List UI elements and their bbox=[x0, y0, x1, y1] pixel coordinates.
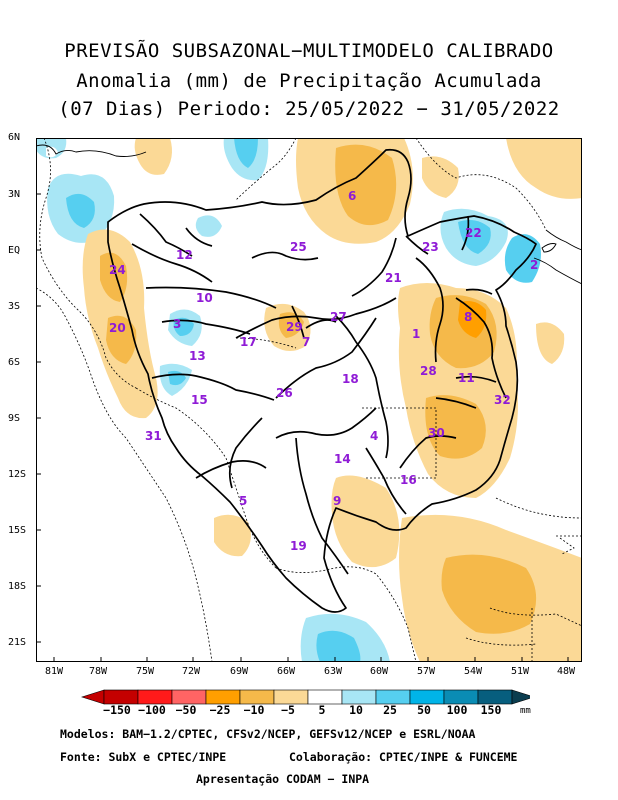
lat-label: EQ bbox=[8, 245, 21, 256]
lat-label: 18S bbox=[8, 581, 27, 592]
lat-label: 9S bbox=[8, 413, 21, 424]
colorbar-label: −100 bbox=[138, 703, 166, 717]
colorbar-label: 10 bbox=[349, 703, 363, 717]
credits-collaboration: Colaboração: CPTEC/INPE & FUNCEME bbox=[289, 750, 518, 764]
basin-label: 21 bbox=[385, 271, 402, 285]
basin-label: 24 bbox=[109, 263, 126, 277]
axis-ticks bbox=[36, 138, 569, 662]
basin-label: 30 bbox=[428, 426, 445, 440]
lat-label: 15S bbox=[8, 525, 27, 536]
colorbar-cell bbox=[341, 689, 377, 705]
colorbar-label: 150 bbox=[480, 703, 502, 717]
colorbar-cell bbox=[137, 689, 173, 705]
credits-source: Fonte: SubX e CPTEC/INPE bbox=[60, 750, 227, 764]
basin-label: 14 bbox=[334, 452, 351, 466]
colorbar-cell bbox=[239, 689, 275, 705]
lon-label: 72W bbox=[181, 666, 201, 677]
basin-label: 12 bbox=[176, 248, 193, 262]
positive-anomaly-areas bbox=[36, 138, 541, 662]
colorbar-label: −150 bbox=[103, 703, 131, 717]
colorbar-label: −10 bbox=[243, 703, 265, 717]
basin-label: 23 bbox=[422, 240, 439, 254]
colorbar-unit: mm bbox=[520, 706, 531, 716]
basin-label: 10 bbox=[196, 291, 213, 305]
lon-label: 75W bbox=[135, 666, 155, 677]
colorbar-cell bbox=[205, 689, 241, 705]
basin-label: 1 bbox=[412, 327, 420, 341]
credits-presentation: Apresentação CODAM − INPA bbox=[196, 772, 370, 786]
lon-label: 57W bbox=[416, 666, 436, 677]
basin-label: 32 bbox=[494, 393, 511, 407]
basin-label: 11 bbox=[458, 371, 475, 385]
river-basin-outlines bbox=[107, 148, 537, 613]
precipitation-anomaly-map: 1 2 3 4 5 6 7 8 9 10 11 12 13 14 15 16 1… bbox=[36, 138, 582, 662]
basin-label: 15 bbox=[191, 393, 208, 407]
basin-label: 8 bbox=[464, 310, 472, 324]
map-title: PREVISÃO SUBSAZONAL−MULTIMODELO CALIBRAD… bbox=[64, 40, 554, 62]
colorbar-cell bbox=[375, 689, 411, 705]
colorbar-cell bbox=[409, 689, 445, 705]
basin-label: 22 bbox=[465, 226, 482, 240]
colorbar-label: 25 bbox=[383, 703, 397, 717]
colorbar-cell bbox=[171, 689, 207, 705]
lat-label: 21S bbox=[8, 637, 27, 648]
basin-label: 3 bbox=[173, 317, 181, 331]
colorbar-cell bbox=[307, 689, 343, 705]
basin-label: 17 bbox=[240, 335, 257, 349]
basin-label: 13 bbox=[189, 349, 206, 363]
colorbar-cell bbox=[477, 689, 513, 705]
lat-label: 3S bbox=[8, 301, 21, 312]
colorbar-label: 50 bbox=[417, 703, 431, 717]
political-boundaries bbox=[36, 138, 582, 662]
basin-label: 26 bbox=[276, 386, 293, 400]
basin-label: 29 bbox=[286, 320, 303, 334]
basin-label: 6 bbox=[348, 189, 356, 203]
lon-label: 54W bbox=[463, 666, 483, 677]
lon-label: 48W bbox=[556, 666, 576, 677]
colorbar-end-right bbox=[511, 689, 530, 705]
colorbar-end-left bbox=[81, 689, 105, 705]
basin-label: 9 bbox=[333, 494, 341, 508]
lon-label: 78W bbox=[88, 666, 108, 677]
colorbar-label: −5 bbox=[281, 703, 295, 717]
map-frame bbox=[36, 138, 582, 662]
lat-label: 6N bbox=[8, 132, 21, 143]
basin-label: 19 bbox=[290, 539, 307, 553]
colorbar-label: 100 bbox=[446, 703, 468, 717]
colorbar-label: −25 bbox=[209, 703, 231, 717]
coastline bbox=[36, 144, 582, 285]
basin-label: 25 bbox=[290, 240, 307, 254]
basin-label: 4 bbox=[370, 429, 378, 443]
basin-label: 20 bbox=[109, 321, 126, 335]
colorbar bbox=[81, 689, 530, 705]
colorbar-cell bbox=[273, 689, 309, 705]
colorbar-label: 5 bbox=[318, 703, 326, 717]
lat-label: 6S bbox=[8, 357, 21, 368]
colorbar-cell bbox=[103, 689, 139, 705]
lon-label: 63W bbox=[323, 666, 343, 677]
lat-label: 12S bbox=[8, 469, 27, 480]
credits-models: Modelos: BAM−1.2/CPTEC, CFSv2/NCEP, GEFS… bbox=[60, 727, 476, 741]
lon-label: 69W bbox=[229, 666, 249, 677]
colorbar-label: −50 bbox=[175, 703, 197, 717]
lon-label: 60W bbox=[369, 666, 389, 677]
basin-label: 28 bbox=[420, 364, 437, 378]
map-period: (07 Dias) Periodo: 25/05/2022 − 31/05/20… bbox=[58, 98, 560, 120]
basin-labels: 1 2 3 4 5 6 7 8 9 10 11 12 13 14 15 16 1… bbox=[109, 189, 538, 553]
map-subtitle: Anomalia (mm) de Precipitação Acumulada bbox=[76, 70, 542, 92]
basin-label: 2 bbox=[530, 258, 538, 272]
lat-label: 3N bbox=[8, 189, 21, 200]
basin-label: 16 bbox=[400, 473, 417, 487]
basin-label: 18 bbox=[342, 372, 359, 386]
basin-label: 31 bbox=[145, 429, 162, 443]
negative-anomaly-areas bbox=[82, 138, 582, 662]
colorbar-cell bbox=[443, 689, 479, 705]
basin-label: 5 bbox=[239, 494, 247, 508]
lon-label: 51W bbox=[510, 666, 530, 677]
basin-label: 7 bbox=[302, 335, 310, 349]
lon-label: 81W bbox=[44, 666, 64, 677]
lon-label: 66W bbox=[276, 666, 296, 677]
basin-label: 27 bbox=[330, 310, 347, 324]
